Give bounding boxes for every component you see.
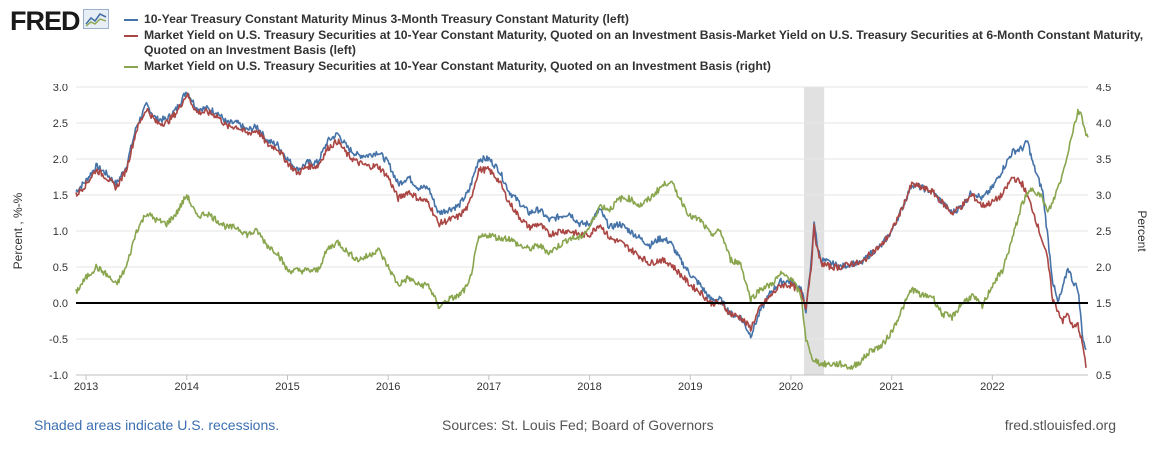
series-line-3 bbox=[75, 108, 1089, 370]
x-tick-label: 2013 bbox=[74, 381, 98, 393]
right-tick-label: 2.0 bbox=[1096, 262, 1111, 274]
site-link[interactable]: fred.stlouisfed.org bbox=[1004, 417, 1116, 433]
fred-logo[interactable]: FRED bbox=[10, 6, 109, 36]
x-tick-label: 2014 bbox=[175, 381, 199, 393]
right-axis-title: Percent bbox=[1135, 210, 1149, 252]
legend-swatch bbox=[124, 19, 138, 21]
right-tick-label: 0.5 bbox=[1096, 370, 1111, 382]
logo-text: FRED bbox=[10, 6, 80, 36]
line-chart[interactable]: 3.0 2.5 2.0 1.5 1.0 0.5 0.0 -0.5 -1.0 4.5 4.0 3.5 3.… bbox=[0, 82, 1168, 404]
x-tick-label: 2022 bbox=[980, 381, 1004, 393]
left-tick-label: 1.0 bbox=[53, 226, 68, 238]
left-tick-label: -0.5 bbox=[49, 334, 68, 346]
sources-text: Sources: St. Louis Fed; Board of Governo… bbox=[442, 417, 714, 433]
chart-legend: 10-Year Treasury Constant Maturity Minus… bbox=[124, 12, 1144, 74]
x-tick-label: 2021 bbox=[879, 381, 903, 393]
legend-item-spread-3m[interactable]: 10-Year Treasury Constant Maturity Minus… bbox=[124, 12, 1144, 28]
right-tick-label: 1.0 bbox=[1096, 334, 1111, 346]
right-tick-label: 4.5 bbox=[1096, 84, 1111, 94]
legend-swatch bbox=[124, 34, 138, 37]
left-tick-label: 2.0 bbox=[53, 154, 68, 166]
left-tick-label: 3.0 bbox=[53, 84, 68, 94]
chart-header: FRED 10-Year Treasury Constant Maturity … bbox=[0, 0, 1168, 84]
left-tick-label: -1.0 bbox=[49, 370, 68, 382]
legend-swatch bbox=[124, 65, 138, 68]
x-tick-label: 2018 bbox=[577, 381, 601, 393]
left-tick-label: 1.5 bbox=[53, 190, 68, 202]
recession-note-link[interactable]: Shaded areas indicate U.S. recessions. bbox=[34, 417, 280, 433]
left-tick-label: 0.5 bbox=[53, 262, 68, 274]
series-line-1 bbox=[75, 91, 1087, 351]
x-tick-label: 2015 bbox=[275, 381, 299, 393]
right-tick-label: 2.5 bbox=[1096, 226, 1111, 238]
right-tick-label: 3.5 bbox=[1096, 154, 1111, 166]
legend-label: 10-Year Treasury Constant Maturity Minus… bbox=[144, 12, 629, 26]
chart-area: 3.0 2.5 2.0 1.5 1.0 0.5 0.0 -0.5 -1.0 4.5 4.0 3.5 3.… bbox=[0, 82, 1168, 404]
chart-footer: Shaded areas indicate U.S. recessions. S… bbox=[0, 404, 1168, 450]
x-tick-label: 2017 bbox=[477, 381, 501, 393]
legend-item-10y-yield[interactable]: Market Yield on U.S. Treasury Securities… bbox=[124, 59, 1144, 75]
legend-label: Market Yield on U.S. Treasury Securities… bbox=[144, 58, 771, 73]
right-tick-label: 1.5 bbox=[1096, 298, 1111, 310]
left-axis-title: Percent , %-% bbox=[11, 192, 25, 269]
chart-line-icon bbox=[82, 8, 109, 34]
left-tick-label: 0.0 bbox=[53, 298, 68, 310]
left-tick-label: 2.5 bbox=[53, 118, 68, 130]
legend-label: Market Yield on U.S. Treasury Securities… bbox=[144, 27, 1144, 58]
series-line-2 bbox=[75, 92, 1087, 368]
x-tick-label: 2019 bbox=[678, 381, 702, 393]
right-tick-label: 4.0 bbox=[1096, 118, 1111, 130]
right-tick-label: 3.0 bbox=[1096, 190, 1111, 202]
x-tick-label: 2016 bbox=[376, 381, 400, 393]
legend-item-spread-6m[interactable]: Market Yield on U.S. Treasury Securities… bbox=[124, 28, 1144, 59]
x-tick-label: 2020 bbox=[779, 381, 803, 393]
